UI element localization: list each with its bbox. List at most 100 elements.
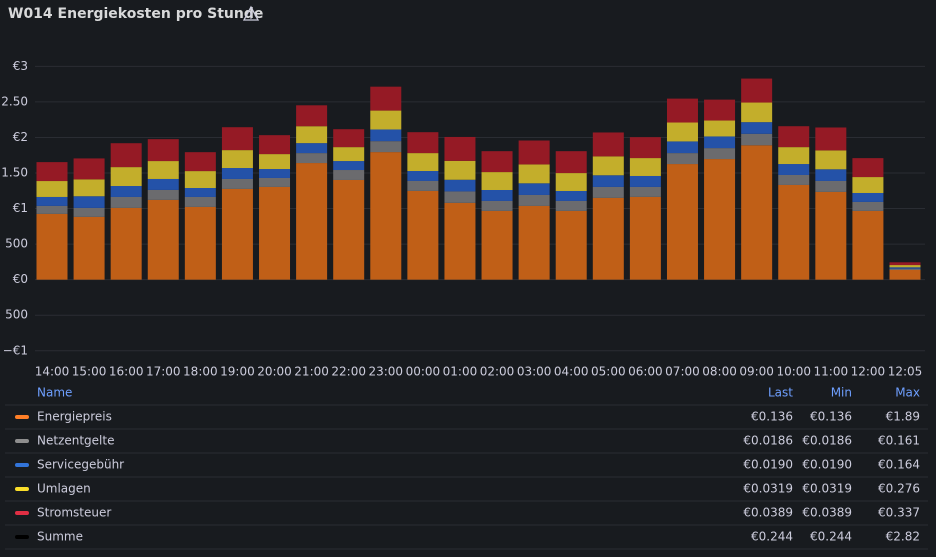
legend-min: €0.0389 — [802, 506, 852, 520]
y-tick-label: −€1 — [3, 343, 28, 357]
x-tick-label: 05:00 — [591, 365, 626, 379]
legend-swatch[interactable] — [15, 487, 29, 491]
bar-segment — [73, 216, 105, 280]
x-tick-label: 12:00 — [851, 365, 886, 379]
bar-segment — [296, 105, 328, 127]
bar-segment — [629, 158, 661, 176]
x-tick-label: 19:00 — [220, 365, 255, 379]
bar-segment — [36, 205, 68, 214]
bar-segment — [444, 179, 476, 192]
y-tick-label: €2 — [13, 130, 28, 144]
bar-segment — [407, 132, 439, 154]
x-tick-label: 16:00 — [109, 365, 144, 379]
bar-segment — [110, 207, 142, 280]
warning-icon[interactable] — [242, 5, 260, 21]
bar-segment — [778, 184, 810, 280]
legend-swatch[interactable] — [15, 415, 29, 419]
bar-segment — [36, 162, 68, 182]
bar-segment — [221, 150, 253, 169]
bar-segment — [296, 153, 328, 164]
legend-name[interactable]: Energiepreis — [37, 410, 112, 424]
x-tick-label: 23:00 — [368, 365, 403, 379]
y-tick-label: 500 — [5, 308, 28, 322]
bar-segment — [110, 167, 142, 187]
bar-segment — [518, 194, 550, 206]
bar-segment — [444, 160, 476, 180]
bar-segment — [221, 188, 253, 280]
x-tick-label: 08:00 — [702, 365, 737, 379]
bar-segment — [221, 127, 253, 151]
bar-segment — [704, 148, 736, 160]
legend-max: €2.82 — [886, 530, 920, 544]
bar-segment — [852, 201, 884, 211]
x-tick-label: 07:00 — [665, 365, 700, 379]
bar-segment — [370, 141, 402, 153]
bar-segment — [741, 145, 773, 280]
bar-segment — [73, 158, 105, 180]
bar-segment — [370, 86, 402, 111]
legend-swatch[interactable] — [15, 535, 29, 539]
legend-name[interactable]: Umlagen — [37, 482, 91, 496]
legend-name[interactable]: Stromsteuer — [37, 506, 111, 520]
bar-segment — [73, 179, 105, 197]
bar-segment — [221, 178, 253, 189]
bar-segment — [481, 151, 513, 173]
bar-segment — [184, 206, 216, 280]
legend-header[interactable]: Min — [831, 386, 852, 400]
bar-segment — [815, 127, 847, 151]
y-tick-label: 2.50 — [1, 94, 28, 108]
y-tick-label: 500 — [5, 237, 28, 251]
x-tick-label: 17:00 — [146, 365, 181, 379]
bar-segment — [815, 169, 847, 181]
bar-segment — [36, 213, 68, 280]
panel-title: W014 Energiekosten pro Stunde — [8, 6, 263, 22]
legend-header[interactable]: Max — [895, 386, 920, 400]
bar-segment — [147, 178, 179, 190]
bar-segment — [110, 143, 142, 168]
legend-header[interactable]: Last — [768, 386, 793, 400]
bar-segment — [555, 190, 587, 201]
bar-segment — [481, 172, 513, 190]
bar-segment — [184, 152, 216, 172]
legend-swatch[interactable] — [15, 439, 29, 443]
x-tick-label: 03:00 — [517, 365, 552, 379]
x-tick-label: 10:00 — [776, 365, 811, 379]
bar-segment — [259, 177, 291, 187]
x-tick-label: 01:00 — [443, 365, 478, 379]
legend-last: €0.136 — [751, 410, 793, 424]
bar-segment — [629, 186, 661, 197]
bar-segment — [296, 143, 328, 154]
bar-segment — [370, 110, 402, 130]
legend-name[interactable]: Netzentgelte — [37, 434, 114, 448]
bar-segment — [36, 181, 68, 197]
y-tick-label: €0 — [13, 272, 28, 286]
legend-min: €0.0190 — [802, 458, 852, 472]
bar-segment — [778, 174, 810, 185]
legend-swatch[interactable] — [15, 463, 29, 467]
legend-name[interactable]: Summe — [37, 530, 83, 544]
legend-header[interactable]: Name — [37, 386, 72, 400]
bar-segment — [333, 170, 365, 180]
x-tick-label: 09:00 — [739, 365, 774, 379]
bar-segment — [147, 189, 179, 200]
bar-segment — [815, 191, 847, 280]
y-tick-label: €1 — [13, 201, 28, 215]
legend-last: €0.0186 — [743, 434, 793, 448]
bar-segment — [518, 183, 550, 195]
bar-segment — [778, 126, 810, 148]
x-tick-label: 14:00 — [35, 365, 70, 379]
x-tick-label: 21:00 — [294, 365, 329, 379]
legend-swatch[interactable] — [15, 511, 29, 515]
legend-min: €0.136 — [810, 410, 852, 424]
x-tick-label: 04:00 — [554, 365, 589, 379]
bar-segment — [481, 210, 513, 280]
bar-segment — [333, 129, 365, 148]
bar-segment — [666, 153, 698, 165]
legend-name[interactable]: Servicegebühr — [37, 458, 124, 472]
bar-segment — [73, 196, 105, 208]
legend-min: €0.0319 — [802, 482, 852, 496]
bar-segment — [36, 196, 68, 206]
x-tick-label: 12:05 — [888, 365, 923, 379]
bar-segment — [555, 173, 587, 191]
